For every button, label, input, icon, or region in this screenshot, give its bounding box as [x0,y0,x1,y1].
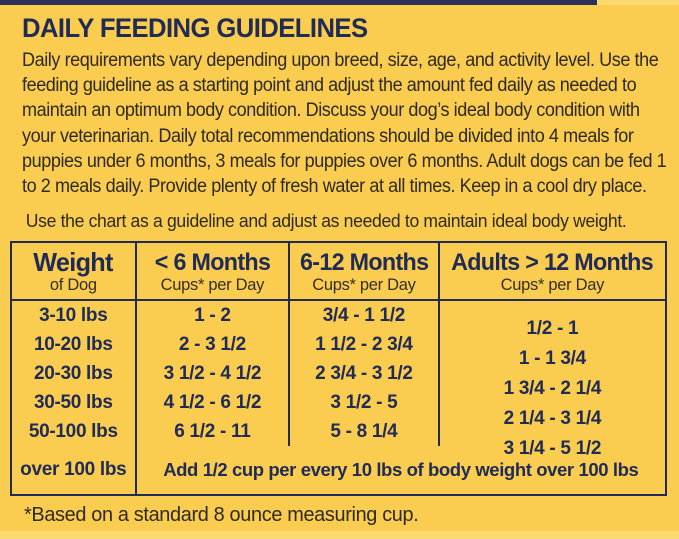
bottom-edge-strip [0,531,679,539]
adults-value-cell: 3 1/4 - 5 1/2 [503,438,602,460]
top-edge-strip [0,0,679,5]
months6to12-value-cell: 1 1/2 - 2 3/4 [288,330,438,360]
page-title: DAILY FEEDING GUIDELINES [22,13,368,43]
under6-value-cell: 4 1/2 - 6 1/2 [134,388,289,418]
months6to12-value-cell: 3/4 - 1 1/2 [288,301,438,331]
top-pale-band [597,0,679,5]
column-header-adults: Adults > 12 Months Cups* per Day [437,243,665,302]
column-header-label: Adults > 12 Months [451,249,654,277]
column-header-label: < 6 Months [154,249,271,277]
column-header-sublabel: Cups* per Day [160,276,265,295]
weight-cell: 3-10 lbs [39,304,108,326]
under6-value-cell: 1 - 2 [134,301,289,331]
column-header-label: Weight [33,247,114,278]
intro-line: to 2 meals daily. Provide plenty of fres… [22,176,647,198]
intro-paragraph: Daily requirements vary depending upon b… [22,48,667,199]
intro-line: puppies under 6 months, 3 meals for pupp… [22,150,667,172]
label-content: DAILY FEEDING GUIDELINES Daily requireme… [0,13,679,232]
months6to12-value-cell: 5 - 8 1/4 [288,417,438,447]
weight-cell: 30-50 lbs [33,391,113,413]
intro-line: feeding guideline as a starting point an… [22,75,637,97]
column-header-weight: Weight of Dog [12,243,135,302]
over-100-lbs-note: Add 1/2 cup per every 10 lbs of body wei… [134,446,665,495]
chart-usage-note: Use the chart as a guideline and adjust … [25,210,627,232]
under6-value-cell: 6 1/2 - 11 [134,417,289,447]
column-header-under-6-months: < 6 Months Cups* per Day [134,243,289,302]
column-header-6-12-months: 6-12 Months Cups* per Day [288,243,438,302]
column-header-sublabel: Cups* per Day [500,276,605,295]
measuring-cup-footnote: *Based on a standard 8 ounce measuring c… [24,503,419,527]
adults-value-cell: 1/2 - 1 [526,318,579,340]
adults-value-cell: 2 1/4 - 3 1/4 [503,408,602,430]
weight-cell-over-100: over 100 lbs [20,459,127,481]
column-header-sublabel: Cups* per Day [312,276,416,295]
adults-column-values: 1/2 - 1 1 - 1 3/4 1 3/4 - 2 1/4 2 1/4 - … [437,301,665,459]
adults-value-cell: 1 - 1 3/4 [518,348,586,370]
weight-cell: 10-20 lbs [33,333,113,355]
intro-line: Daily requirements vary depending upon b… [22,50,659,71]
under6-value-cell: 3 1/2 - 4 1/2 [134,359,289,389]
months6to12-value-cell: 2 3/4 - 3 1/2 [288,359,438,389]
intro-line: maintain an optimum body condition. Disc… [22,100,640,122]
column-header-label: 6-12 Months [299,249,429,277]
column-header-sublabel: of Dog [49,276,97,295]
top-navy-band [0,0,597,5]
months6to12-value-cell: 3 1/2 - 5 [288,388,438,418]
weight-cell: 50-100 lbs [28,420,118,442]
weight-cell: 20-30 lbs [33,362,113,384]
adults-value-cell: 1 3/4 - 2 1/4 [503,378,602,400]
under6-value-cell: 2 - 3 1/2 [134,330,289,360]
feeding-guidelines-table: Weight of Dog < 6 Months Cups* per Day 6… [10,241,667,497]
intro-line: your veterinarian. Daily total recommend… [22,125,634,147]
